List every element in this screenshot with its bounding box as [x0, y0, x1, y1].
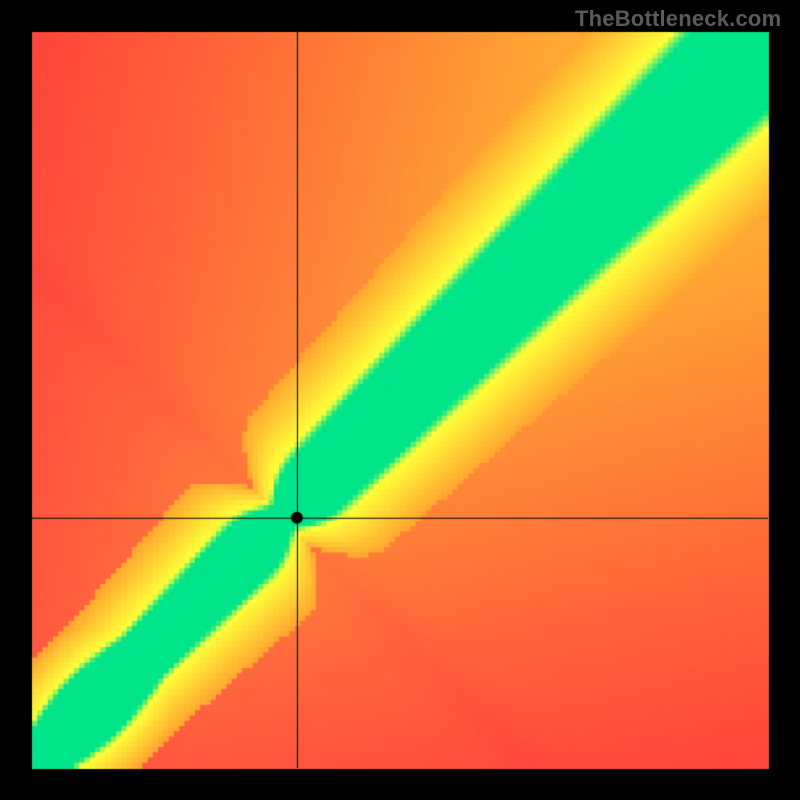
bottleneck-heatmap — [0, 0, 800, 800]
watermark-text: TheBottleneck.com — [575, 6, 781, 32]
